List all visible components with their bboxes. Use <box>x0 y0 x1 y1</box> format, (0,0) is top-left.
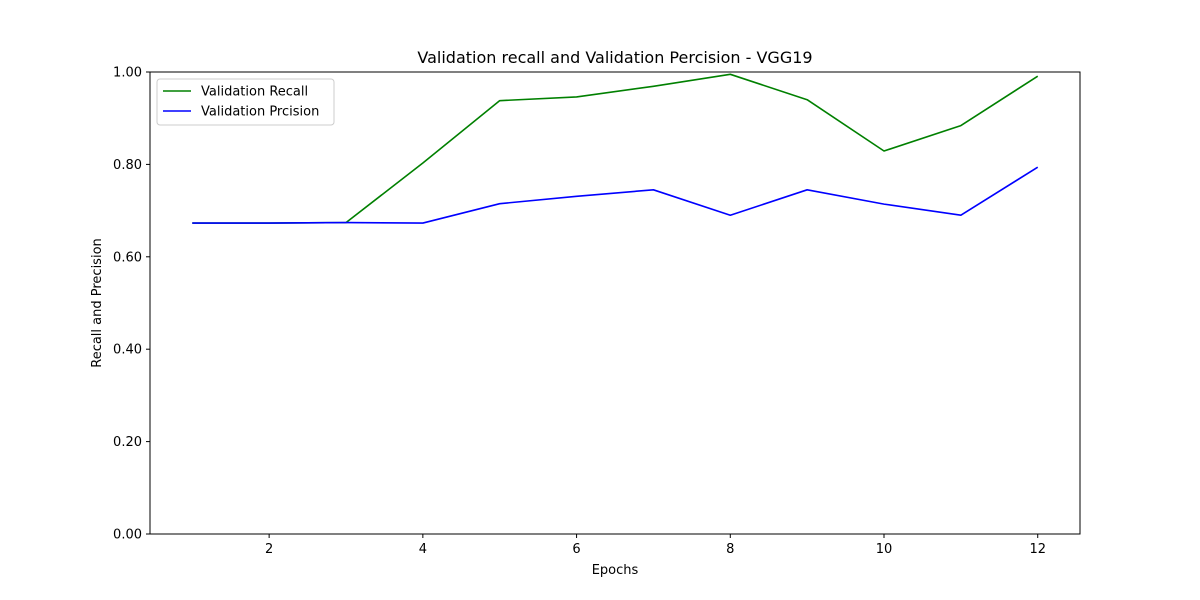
legend-label-2: Validation Prcision <box>201 105 319 120</box>
y-axis-title: Recall and Precision <box>90 238 105 368</box>
x-axis: 2 4 6 8 10 12 <box>265 534 1046 557</box>
y-tick-label: 0.20 <box>113 435 142 450</box>
legend: Validation Recall Validation Prcision <box>156 78 335 126</box>
y-axis: 0.00 0.20 0.40 0.60 0.80 1.00 <box>113 66 150 543</box>
x-tick-label: 12 <box>1029 542 1046 557</box>
y-tick-label: 0.00 <box>113 528 142 543</box>
y-tick-label: 0.80 <box>113 158 142 173</box>
x-tick-label: 6 <box>572 542 580 557</box>
y-tick-label: 0.40 <box>113 343 142 358</box>
plot-area-frame <box>149 71 1081 535</box>
chart-title: Validation recall and Validation Percisi… <box>417 48 812 67</box>
legend-box <box>156 78 335 126</box>
x-tick-label: 8 <box>726 542 734 557</box>
x-tick-label: 4 <box>419 542 427 557</box>
x-axis-title: Epochs <box>592 563 639 578</box>
legend-label-1: Validation Recall <box>201 85 308 100</box>
x-tick-label: 2 <box>265 542 273 557</box>
y-tick-label: 0.60 <box>113 250 142 265</box>
series-line-2 <box>192 166 1039 224</box>
y-tick-label: 1.00 <box>113 66 142 81</box>
x-tick-label: 10 <box>876 542 893 557</box>
plot-lines <box>192 73 1039 224</box>
